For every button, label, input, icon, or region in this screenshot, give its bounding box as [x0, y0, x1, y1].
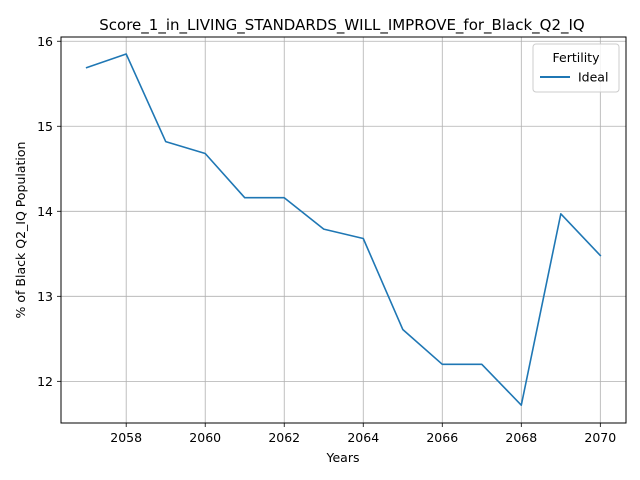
chart-title: Score_1_in_LIVING_STANDARDS_WILL_IMPROVE…	[99, 16, 584, 35]
y-tick-label: 13	[37, 289, 53, 304]
y-axis-label: % of Black Q2_IQ Population	[13, 142, 28, 319]
series-line-ideal	[85, 53, 602, 406]
y-tick-label: 15	[37, 119, 53, 134]
x-tick-label: 2060	[189, 430, 221, 445]
grid	[61, 37, 626, 423]
legend: Fertility Ideal	[532, 43, 620, 93]
legend-box	[532, 43, 620, 93]
x-axis-label: Years	[326, 450, 360, 465]
x-tick-label: 2066	[426, 430, 458, 445]
y-tick-label: 16	[37, 34, 53, 49]
legend-title: Fertility	[553, 50, 601, 65]
x-tick-label: 2058	[110, 430, 142, 445]
series-layer	[85, 53, 602, 406]
x-tick-label: 2070	[584, 430, 616, 445]
x-axis: 2058 2060 2062 2064 2066 2068 2070	[110, 423, 616, 445]
plot-frame	[60, 36, 627, 424]
x-tick-label: 2068	[505, 430, 537, 445]
legend-label-ideal: Ideal	[578, 70, 608, 85]
x-tick-label: 2062	[268, 430, 300, 445]
y-tick-label: 12	[37, 374, 53, 389]
x-tick-label: 2064	[347, 430, 379, 445]
y-tick-label: 14	[37, 204, 53, 219]
y-axis: 12 13 14 15 16	[37, 34, 61, 389]
